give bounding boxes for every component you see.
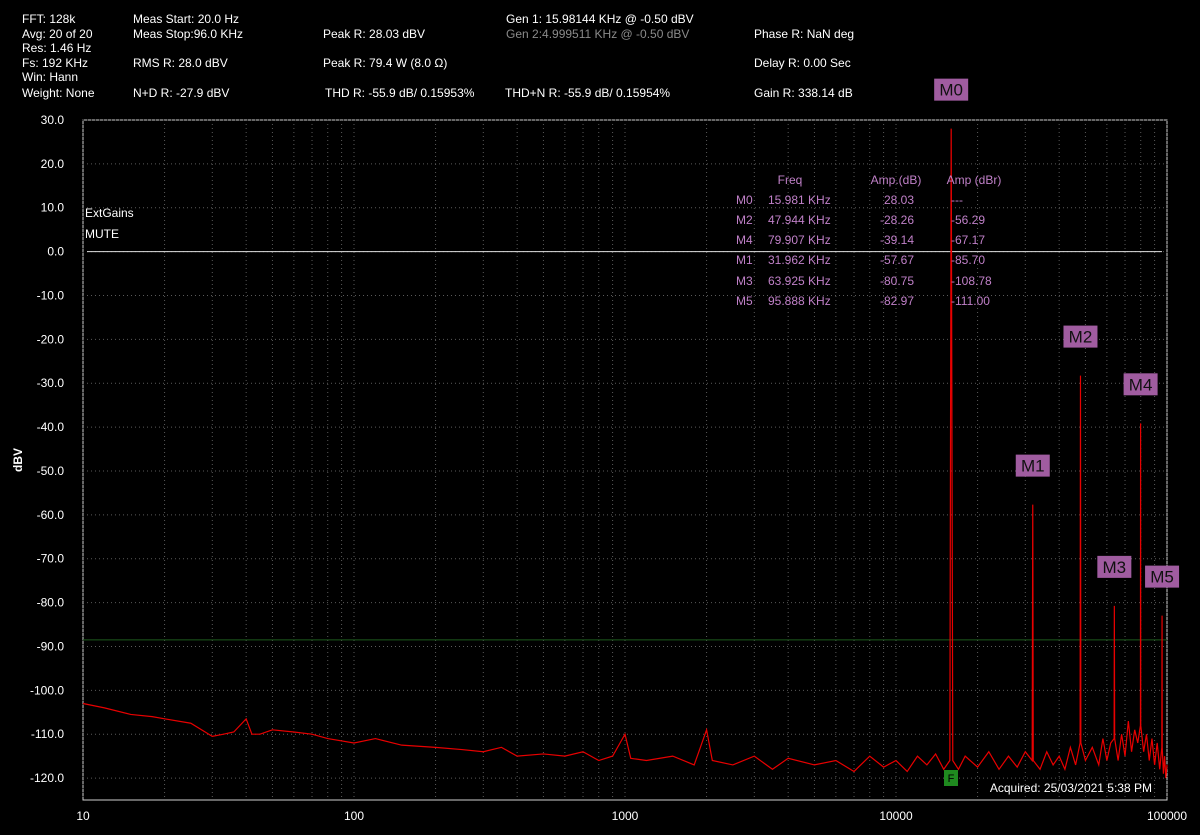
table-header: Amp (dBr) [947,173,1002,187]
table-cell: -56.29 [951,213,985,227]
table-cell: -67.17 [951,233,985,247]
x-tick-label: 10 [76,809,90,823]
y-tick-label: 0.0 [47,245,64,259]
table-cell: -108.78 [951,274,992,288]
trace [82,128,1168,779]
header-item: Peak R: 28.03 dBV [323,27,425,41]
header-item: THD+N R: -55.9 dB/ 0.15954% [505,86,670,100]
marker-label: M0 [939,81,963,100]
header-item: FFT: 128k [22,12,76,26]
table-cell: M1 [736,253,753,267]
y-tick-label: -10.0 [37,288,65,302]
y-tick-label: -120.0 [30,771,64,785]
y-axis-label: dBV [11,448,25,472]
marker-label: M1 [1021,457,1045,476]
header-item: Gen 1: 15.98144 KHz @ -0.50 dBV [506,12,694,26]
header-item: Fs: 192 KHz [22,56,88,70]
header-item: Res: 1.46 Hz [22,41,91,55]
header-item: Delay R: 0.00 Sec [754,56,851,70]
x-tick-label: 100 [344,809,364,823]
x-tick-label: 100000 [1147,809,1187,823]
header-item: THD R: -55.9 dB/ 0.15953% [325,86,475,100]
table-cell: 63.925 KHz [768,274,831,288]
table-cell: 47.944 KHz [768,213,831,227]
header-item: Gen 2:4.999511 KHz @ -0.50 dBV [506,27,689,41]
x-tick-label: 1000 [612,809,639,823]
y-tick-label: 10.0 [41,201,65,215]
table-cell: 95.888 KHz [768,294,831,308]
grid [82,119,1168,800]
flag: F [948,773,955,785]
flag-box [944,770,958,786]
note: ExtGains [85,206,134,220]
header-item: Peak R: 79.4 W (8.0 Ω) [323,56,447,70]
y-tick-label: -20.0 [37,332,65,346]
table-cell: -85.70 [951,253,985,267]
header: FFT: 128k Avg: 20 of 20 Res: 1.46 Hz Fs:… [22,12,854,100]
y-tick-label: -100.0 [30,683,64,697]
table-cell: M4 [736,233,753,247]
header-item: Meas Start: 20.0 Hz [133,12,239,26]
marker-label-box [1123,373,1158,396]
header-item: Meas Stop:96.0 KHz [133,27,243,41]
table-cell: M0 [736,193,753,207]
marker-label-box [1145,565,1180,588]
table-cell: 31.962 KHz [768,253,831,267]
header-item: Gain R: 338.14 dB [754,86,853,100]
y-tick-label: -110.0 [31,727,64,741]
table-cell: -111.00 [951,294,990,308]
y-tick-label: -70.0 [37,552,65,566]
plot: M0 M1 M2 M3 M4 M5 [82,78,1180,779]
marker-table: Freq Amp.(dB) Amp (dBr) M0 15.981 KHz 28.0… [736,173,1001,308]
x-tick-label: 10000 [879,809,913,823]
header-item: RMS R: 28.0 dBV [133,56,228,70]
table-cell: -28.26 [880,213,914,227]
y-tick-label: 30.0 [41,113,65,127]
header-item: Phase R: NaN deg [754,27,854,41]
y-tick-label: -50.0 [37,464,65,478]
table-cell: -80.75 [880,274,914,288]
y-tick-label: -60.0 [37,508,65,522]
marker-label-box [1015,454,1050,477]
y-tick-label: -90.0 [37,639,65,653]
table-cell: 15.981 KHz [768,193,831,207]
header-item: Weight: None [22,86,95,100]
y-tick-label: 20.0 [41,157,65,171]
marker-label-box [1097,555,1132,578]
table-cell: M2 [736,213,753,227]
table-cell: M5 [736,294,753,308]
table-cell: 79.907 KHz [768,233,831,247]
table-cell: -39.14 [880,233,914,247]
marker-label: M5 [1150,568,1174,587]
y-tick-label: -30.0 [37,376,65,390]
header-item: Win: Hann [22,70,78,84]
table-header: Freq [778,173,803,187]
marker-label-box [1063,325,1098,348]
note: MUTE [85,227,119,241]
marker-label: M2 [1069,328,1093,347]
table-cell: -82.97 [880,294,914,308]
table-cell: --- [951,193,963,207]
table-cell: 28.03 [884,193,914,207]
y-tick-label: -80.0 [37,596,65,610]
table-cell: M3 [736,274,753,288]
y-tick-label: -40.0 [37,420,65,434]
marker-label: M4 [1129,375,1153,394]
table-header: Amp.(dB) [871,173,922,187]
marker-label-box [934,78,969,101]
marker-label: M3 [1103,558,1127,577]
header-item: Avg: 20 of 20 [22,27,93,41]
acquired-stamp: Acquired: 25/03/2021 5:38 PM [990,781,1152,795]
header-item: N+D R: -27.9 dBV [133,86,229,100]
table-cell: -57.67 [880,253,914,267]
